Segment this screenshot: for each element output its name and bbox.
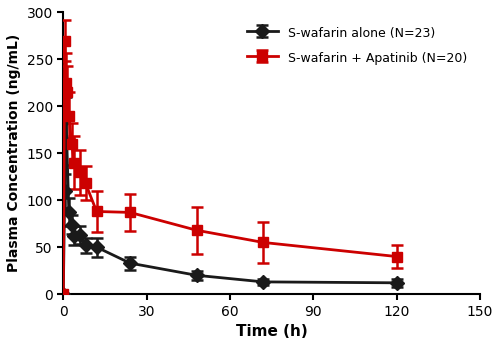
- Y-axis label: Plasma Concentration (ng/mL): Plasma Concentration (ng/mL): [7, 34, 21, 272]
- X-axis label: Time (h): Time (h): [236, 324, 308, 339]
- Legend: S-wafarin alone (N=23), S-wafarin + Apatinib (N=20): S-wafarin alone (N=23), S-wafarin + Apat…: [240, 19, 474, 72]
